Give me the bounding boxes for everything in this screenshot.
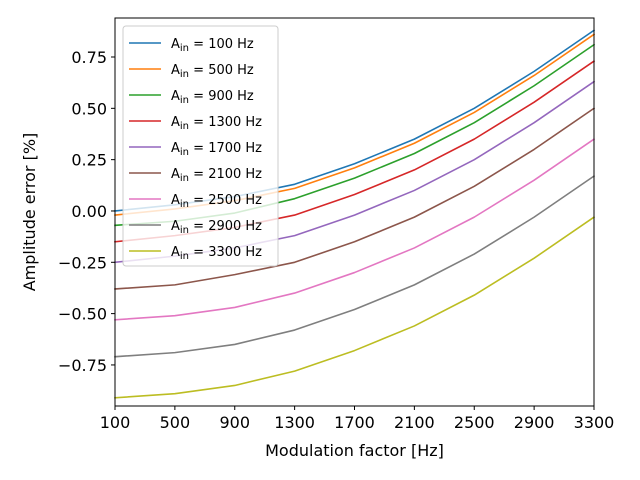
x-tick-label: 500 (160, 413, 191, 432)
x-tick-label: 2500 (454, 413, 495, 432)
legend-label-value: = 2500 Hz (189, 193, 262, 208)
x-axis-label: Modulation factor [Hz] (265, 441, 444, 460)
legend-label-3: Ain = 1300 Hz (171, 115, 262, 132)
x-tick-label: 100 (100, 413, 131, 432)
legend-label-subscript: in (180, 199, 189, 210)
legend-label-subscript: in (180, 173, 189, 184)
y-axis-ticks: 0.75 0.50 0.25 0.00 −0.25 −0.50 −0.75 (58, 48, 115, 375)
legend-label-base: A (171, 37, 180, 52)
series-line-7 (114, 174, 596, 358)
x-tick-label: 3300 (574, 413, 615, 432)
legend-box (122, 25, 279, 267)
y-tick-label: 0.50 (71, 99, 107, 118)
legend-label-base: A (171, 141, 180, 156)
legend-label-value: = 1700 Hz (189, 141, 262, 156)
legend-label-base: A (171, 89, 180, 104)
legend-label-subscript: in (180, 69, 189, 80)
legend-label-5: Ain = 2100 Hz (171, 167, 262, 184)
legend-label-subscript: in (180, 147, 189, 158)
x-tick-label: 1700 (334, 413, 375, 432)
series-line-5 (114, 107, 596, 290)
x-tick-label: 900 (219, 413, 250, 432)
y-tick-label: 0.25 (71, 151, 107, 170)
y-axis-label: Amplitude error [%] (20, 133, 39, 292)
series-line-8 (114, 216, 596, 399)
legend-label-subscript: in (180, 95, 189, 106)
legend-label-2: Ain = 900 Hz (171, 89, 254, 106)
series-line-6 (114, 138, 596, 321)
y-tick-label: −0.25 (58, 253, 107, 272)
legend-label-base: A (171, 219, 180, 234)
legend-label-0: Ain = 100 Hz (171, 37, 254, 54)
legend-label-4: Ain = 1700 Hz (171, 141, 262, 158)
y-tick-label: −0.75 (58, 356, 107, 375)
y-tick-label: 0.00 (71, 202, 107, 221)
legend-label-7: Ain = 2900 Hz (171, 219, 262, 236)
legend-label-8: Ain = 3300 Hz (171, 245, 262, 262)
x-tick-label: 1300 (274, 413, 315, 432)
legend-label-value: = 2100 Hz (189, 167, 262, 182)
x-tick-label: 2100 (394, 413, 435, 432)
legend-label-value: = 900 Hz (189, 89, 254, 104)
legend-label-value: = 1300 Hz (189, 115, 262, 130)
y-tick-label: −0.50 (58, 305, 107, 324)
legend-label-6: Ain = 2500 Hz (171, 193, 262, 210)
x-axis-ticks: 100 500 900 1300 1700 2100 2500 2900 3300 (100, 406, 615, 432)
legend-label-subscript: in (180, 43, 189, 54)
legend-label-subscript: in (180, 225, 189, 236)
legend-label-base: A (171, 167, 180, 182)
legend-label-value: = 100 Hz (189, 37, 254, 52)
y-tick-label: 0.75 (71, 48, 107, 67)
legend-label-subscript: in (180, 121, 189, 132)
legend-label-subscript: in (180, 251, 189, 262)
legend-label-value: = 2900 Hz (189, 219, 262, 234)
legend-label-base: A (171, 63, 180, 78)
legend-label-base: A (171, 193, 180, 208)
legend-label-value: = 500 Hz (189, 63, 254, 78)
legend-label-base: A (171, 245, 180, 260)
legend-label-value: = 3300 Hz (189, 245, 262, 260)
x-tick-label: 2900 (514, 413, 555, 432)
legend-label-base: A (171, 115, 180, 130)
legend-label-1: Ain = 500 Hz (171, 63, 254, 80)
